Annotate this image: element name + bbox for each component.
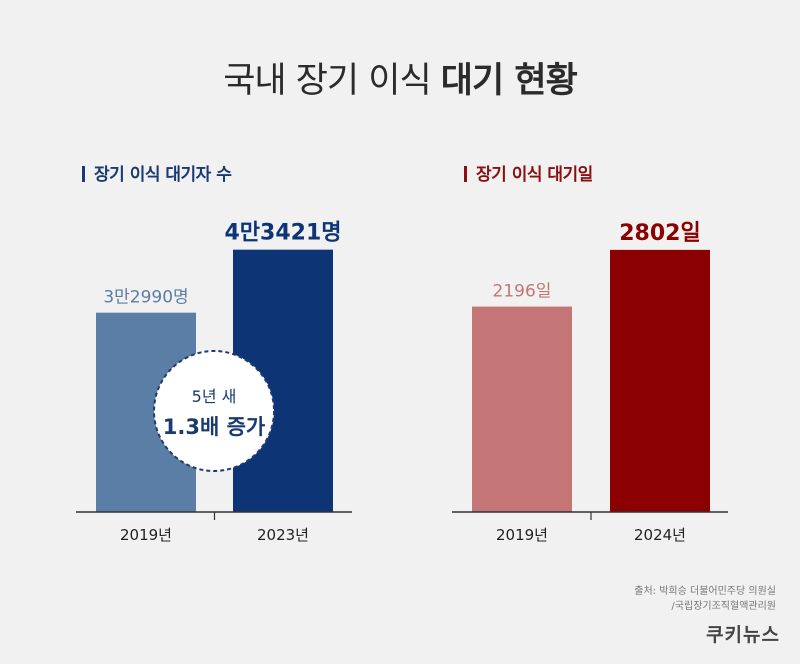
data-label: 2802일 [619,221,700,246]
source-line-2: /국립장기조직혈액관리원 [671,601,776,612]
x-tick-label: 2019년 [496,526,548,544]
data-label: 4만3421명 [224,221,341,246]
bar-2019년 [472,306,572,512]
title-accent-bar [82,166,85,182]
x-tick-label: 2024년 [634,526,686,544]
increase-badge: 5년 새 1.3배 증가 [153,350,275,472]
right-chart-title-text: 장기 이식 대기일 [476,165,593,185]
source-line-1: 출처: 박희승 더불어민주당 의원실 [634,586,776,597]
x-tick-label: 2019년 [120,526,172,544]
title-light: 국내 장기 이식 [223,61,431,101]
badge-line-1: 5년 새 [192,387,237,406]
badge-circle [153,350,275,472]
data-label: 2196일 [493,282,552,302]
left-chart-title-text: 장기 이식 대기자 수 [94,165,232,185]
badge-line-2: 1.3배 증가 [163,415,266,439]
data-label: 3만2990명 [103,288,188,308]
right-chart: 2196일 2019년 2802일 2024년 [452,221,728,544]
x-tick-label: 2023년 [257,526,309,544]
title-bold: 대기 현황 [440,61,578,101]
publisher-logo: 쿠키뉴스 [706,624,780,646]
bar-2024년 [610,249,710,512]
right-chart-title: 장기 이식 대기일 [464,160,593,185]
left-chart-title: 장기 이식 대기자 수 [82,160,232,185]
title-accent-bar [464,166,467,182]
source-note: 출처: 박희승 더불어민주당 의원실 /국립장기조직혈액관리원 [634,584,776,614]
page-title: 국내 장기 이식 대기 현황 [0,52,800,103]
